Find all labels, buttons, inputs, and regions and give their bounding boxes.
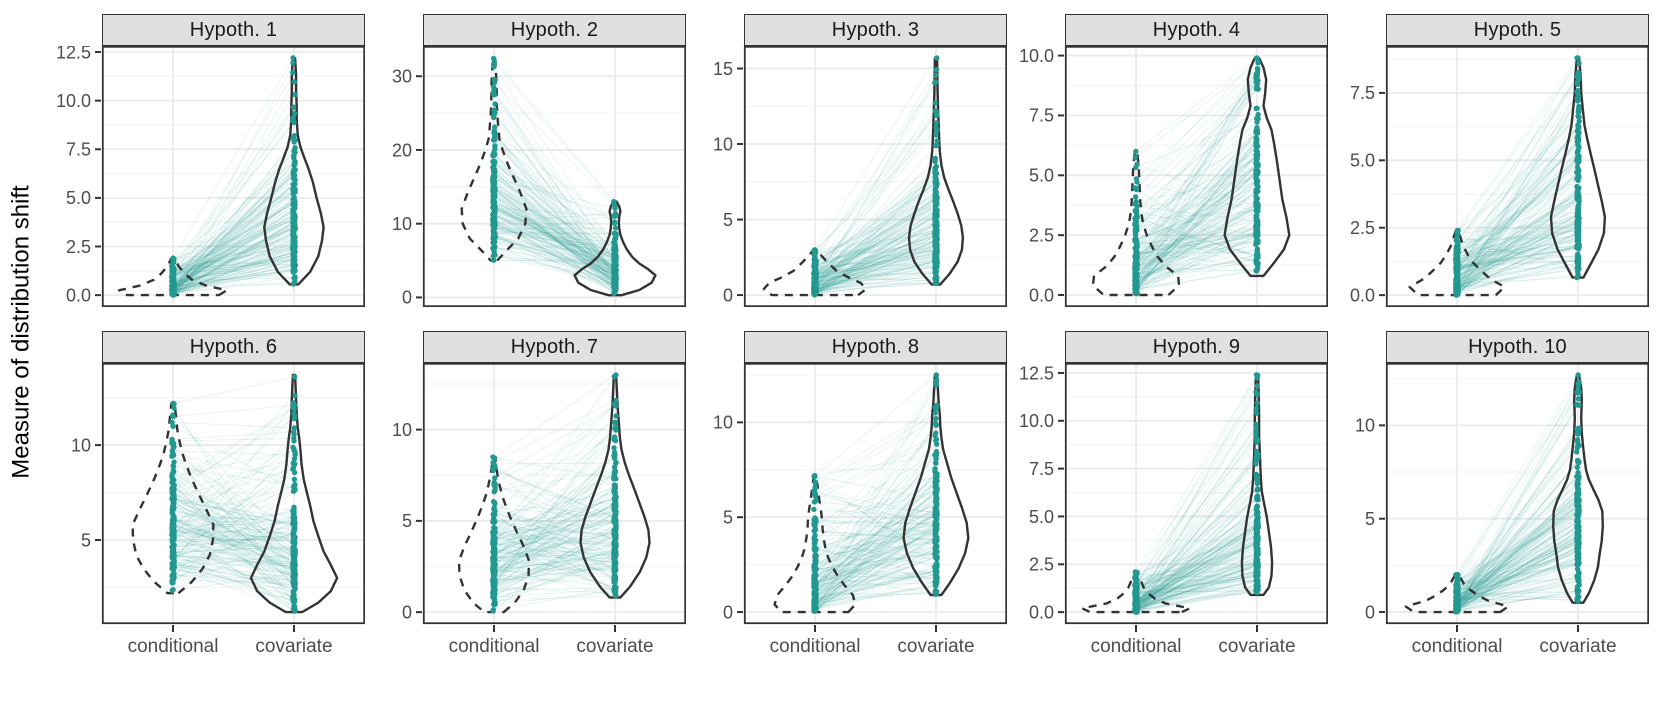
facet-panel-plot: 0 5 10 conditional covariate (713, 363, 1007, 657)
svg-text:0.0: 0.0 (66, 285, 91, 305)
y-axis-title: Measure of distribution shift (2, 0, 42, 664)
svg-text:7.5: 7.5 (1029, 106, 1054, 126)
svg-text:10: 10 (713, 413, 733, 433)
svg-text:2.5: 2.5 (1029, 555, 1054, 575)
facet-cell-hypoth-8: Hypoth. 8 0 5 10 conditional covariate (686, 331, 1007, 660)
svg-text:7.5: 7.5 (1029, 459, 1054, 479)
svg-text:5: 5 (723, 508, 733, 528)
facet-strip: Hypoth. 9 (1065, 331, 1328, 363)
facet-strip: Hypoth. 6 (102, 331, 365, 363)
svg-text:conditional: conditional (128, 636, 219, 657)
facet-cell-hypoth-10: Hypoth. 10 0 5 10 conditional covariate (1328, 331, 1649, 660)
facet-cell-hypoth-1: Hypoth. 1 0.0 2.5 5.0 7.5 10.0 12.5 (44, 14, 365, 307)
svg-text:10: 10 (392, 420, 412, 440)
svg-text:10: 10 (713, 134, 733, 154)
svg-text:2.5: 2.5 (1029, 225, 1054, 245)
svg-text:5.0: 5.0 (66, 188, 91, 208)
facet-cell-hypoth-9: Hypoth. 9 0.0 2.5 5.0 7.5 10.0 12.5 conditiona… (1007, 331, 1328, 660)
svg-text:0.0: 0.0 (1350, 285, 1375, 305)
svg-text:covariate: covariate (1218, 636, 1295, 657)
svg-text:0: 0 (402, 602, 412, 622)
facet-strip: Hypoth. 1 (102, 14, 365, 46)
facet-strip: Hypoth. 7 (423, 331, 686, 363)
svg-text:0: 0 (402, 288, 412, 307)
svg-text:30: 30 (392, 67, 412, 87)
facet-strip-label: Hypoth. 7 (510, 335, 599, 358)
svg-text:10: 10 (71, 435, 91, 455)
svg-text:2.5: 2.5 (1350, 218, 1375, 238)
facet-strip-label: Hypoth. 1 (189, 18, 278, 41)
facet-cell-hypoth-3: Hypoth. 3 0 5 10 15 (686, 14, 1007, 307)
svg-text:conditional: conditional (1091, 636, 1182, 657)
svg-text:conditional: conditional (770, 636, 861, 657)
facet-strip-label: Hypoth. 6 (189, 335, 278, 358)
facet-strip-label: Hypoth. 4 (1152, 18, 1241, 41)
facet-panel-plot: 0.0 2.5 5.0 7.5 10.0 (1019, 46, 1328, 307)
facet-cell-hypoth-5: Hypoth. 5 0.0 2.5 5.0 7.5 (1328, 14, 1649, 307)
svg-text:5.0: 5.0 (1029, 507, 1054, 527)
facet-strip: Hypoth. 10 (1386, 331, 1649, 363)
svg-text:0: 0 (723, 602, 733, 622)
facet-strip-label: Hypoth. 2 (510, 18, 599, 41)
facet-grid: Hypoth. 1 0.0 2.5 5.0 7.5 10.0 12.5 Hypoth. 2… (44, 14, 1649, 660)
facet-panel-plot: 0 5 10 conditional covariate (392, 363, 686, 657)
facet-strip: Hypoth. 5 (1386, 14, 1649, 46)
facet-cell-hypoth-6: Hypoth. 6 5 10 conditional covariate (44, 331, 365, 660)
svg-text:covariate: covariate (255, 636, 332, 657)
svg-text:5.0: 5.0 (1350, 151, 1375, 171)
svg-text:5.0: 5.0 (1029, 166, 1054, 186)
facet-cell-hypoth-4: Hypoth. 4 0.0 2.5 5.0 7.5 10.0 (1007, 14, 1328, 307)
svg-text:15: 15 (713, 59, 733, 79)
facet-strip-label: Hypoth. 5 (1473, 18, 1562, 41)
y-axis-title-text: Measure of distribution shift (8, 185, 36, 479)
facet-panel-plot: 0.0 2.5 5.0 7.5 10.0 12.5 conditional covariate (1019, 363, 1328, 657)
facet-cell-hypoth-2: Hypoth. 2 0 10 20 30 (365, 14, 686, 307)
svg-text:0: 0 (723, 285, 733, 305)
svg-text:conditional: conditional (449, 636, 540, 657)
svg-text:10.0: 10.0 (1019, 46, 1054, 66)
svg-text:5: 5 (81, 530, 91, 550)
facet-strip: Hypoth. 2 (423, 14, 686, 46)
svg-text:20: 20 (392, 140, 412, 160)
svg-text:10.0: 10.0 (56, 91, 91, 111)
svg-text:0.0: 0.0 (1029, 602, 1054, 622)
facet-cell-hypoth-7: Hypoth. 7 0 5 10 conditional covariate (365, 331, 686, 660)
facet-panel-plot: 0.0 2.5 5.0 7.5 (1350, 46, 1649, 307)
facet-panel-plot: 0 5 10 15 (713, 46, 1007, 307)
svg-text:7.5: 7.5 (1350, 83, 1375, 103)
facet-panel-plot: 0.0 2.5 5.0 7.5 10.0 12.5 (56, 46, 365, 307)
facet-strip: Hypoth. 4 (1065, 14, 1328, 46)
svg-text:0.0: 0.0 (1029, 285, 1054, 305)
facet-strip-label: Hypoth. 8 (831, 335, 920, 358)
facet-strip-label: Hypoth. 9 (1152, 335, 1241, 358)
svg-text:12.5: 12.5 (56, 46, 91, 62)
svg-text:7.5: 7.5 (66, 140, 91, 160)
svg-text:12.5: 12.5 (1019, 363, 1054, 383)
svg-text:5: 5 (402, 511, 412, 531)
facet-strip-label: Hypoth. 3 (831, 18, 920, 41)
svg-text:covariate: covariate (576, 636, 653, 657)
facet-panel-plot: 0 10 20 30 (392, 46, 686, 307)
svg-text:5: 5 (723, 210, 733, 230)
facet-strip: Hypoth. 8 (744, 331, 1007, 363)
facet-panel-plot: 5 10 conditional covariate (71, 363, 365, 657)
facet-strip: Hypoth. 3 (744, 14, 1007, 46)
svg-text:10: 10 (392, 214, 412, 234)
svg-text:covariate: covariate (897, 636, 974, 657)
svg-text:2.5: 2.5 (66, 237, 91, 257)
facet-strip-label: Hypoth. 10 (1468, 335, 1567, 358)
svg-text:10.0: 10.0 (1019, 411, 1054, 431)
